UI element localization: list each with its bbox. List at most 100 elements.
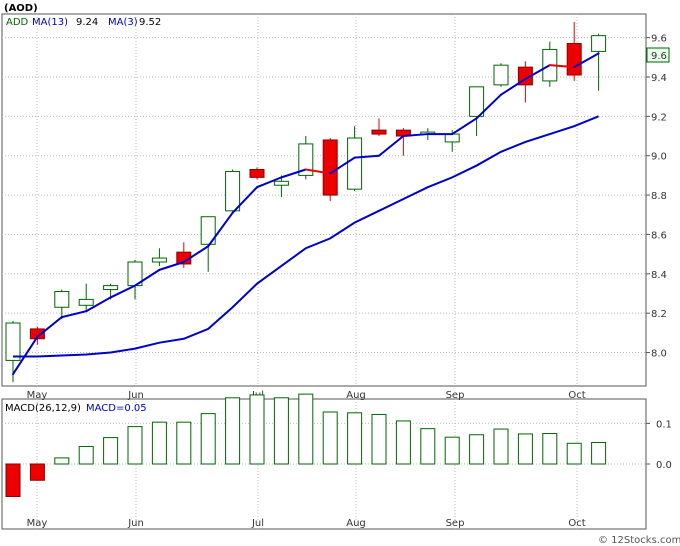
candle-body xyxy=(347,137,363,190)
macd-bar xyxy=(151,421,167,465)
macd-bar xyxy=(395,420,411,465)
ma3-line-segment xyxy=(573,52,600,69)
last-price-tag-box xyxy=(646,47,670,63)
candle-body xyxy=(5,322,21,361)
price-x-tick-label: Oct xyxy=(568,390,585,401)
ma3-line-segment xyxy=(548,64,576,69)
macd-bar xyxy=(347,412,363,465)
ma3-line-segment xyxy=(378,135,405,157)
macd-x-tick-label: Oct xyxy=(568,518,585,529)
price-x-tick-label: Sep xyxy=(446,390,465,401)
price-y-tick-label: 8.6 xyxy=(651,230,667,241)
price-y-axis: 8.0 8.2 8.4 8.6 8.8 9.0 9.2 9.4 9.6 xyxy=(646,34,667,360)
price-x-tick-label: Jun xyxy=(127,390,144,401)
legend-symbol: ADD xyxy=(6,17,29,28)
ma3-line-segment xyxy=(36,316,63,338)
price-y-tick-label: 9.2 xyxy=(651,112,667,123)
candle-body xyxy=(298,143,314,176)
ma3-line-segment xyxy=(451,117,478,136)
candle-body xyxy=(54,291,70,308)
ma3-line-segment xyxy=(60,310,88,319)
macd-bar xyxy=(444,436,460,465)
macd-y-tick-label: 0.1 xyxy=(656,419,672,430)
price-y-tick-label: 9.6 xyxy=(651,34,667,45)
ma3-line-segment xyxy=(231,186,258,214)
macd-x-tick-label: Jun xyxy=(127,518,144,529)
ma3-line-segment xyxy=(256,176,283,189)
price-y-tick-label: 8.0 xyxy=(651,349,667,360)
ma3-line-segment xyxy=(134,268,161,287)
macd-bar xyxy=(225,397,241,465)
price-x-tick-label: Aug xyxy=(346,390,366,401)
price-panel-frame xyxy=(1,13,647,387)
macd-bar xyxy=(249,394,265,465)
ma3-line-segment xyxy=(524,64,551,80)
macd-bar xyxy=(127,426,143,465)
macd-bar xyxy=(176,421,192,465)
legend-ma13-label: MA(13) xyxy=(32,17,68,28)
candle-body xyxy=(371,129,387,135)
macd-bar xyxy=(420,428,436,465)
last-price-tag: 9.6 xyxy=(651,51,667,62)
candle-body xyxy=(591,35,607,52)
price-y-tick-label: 9.4 xyxy=(651,73,667,84)
ma13-line xyxy=(13,115,599,358)
ma3-line-segment xyxy=(182,245,210,263)
legend-ma13-value: 9.24 xyxy=(76,17,98,28)
watermark: © 12Stocks.com xyxy=(598,535,680,546)
macd-y-axis: 0.0 0.1 xyxy=(646,419,672,471)
macd-x-tick-label: Jul xyxy=(251,518,264,529)
macd-x-tick-label: May xyxy=(27,518,48,529)
macd-bar xyxy=(469,434,485,465)
price-y-tick-label: 8.8 xyxy=(651,191,667,202)
macd-bar xyxy=(54,457,70,465)
ma3-line-segment xyxy=(85,296,112,313)
ma3-line-segment xyxy=(304,168,332,175)
macd-bar xyxy=(371,413,387,465)
candle-body xyxy=(200,216,216,245)
macd-bar xyxy=(200,413,216,465)
ma3-line-segment xyxy=(207,211,234,248)
macd-bar xyxy=(273,397,289,465)
legend-ma3-label: MA(3) xyxy=(108,17,138,28)
candle-body xyxy=(29,328,45,340)
macd-histogram xyxy=(5,393,607,497)
candle-body xyxy=(444,133,460,143)
price-y-tick-label: 8.2 xyxy=(651,309,667,320)
candlestick-series xyxy=(5,21,607,383)
ma3-line-segment xyxy=(109,284,136,299)
candle-body xyxy=(493,64,509,86)
ma3-line-segment xyxy=(329,156,356,175)
macd-x-tick-label: Aug xyxy=(346,518,366,529)
candle-body xyxy=(469,86,485,117)
macd-bar xyxy=(566,442,582,465)
candle-body xyxy=(78,298,94,306)
macd-bar xyxy=(517,433,533,465)
ma3-line-segment xyxy=(402,133,429,138)
ma3-line-segment xyxy=(475,93,502,120)
candle-body xyxy=(273,180,289,186)
chart-title: (AOD) xyxy=(4,3,38,14)
price-y-tick-label: 9.0 xyxy=(651,152,667,163)
candle-body xyxy=(249,168,265,178)
candle-body xyxy=(566,43,582,76)
macd-bar xyxy=(542,433,558,465)
macd-bar xyxy=(298,393,314,465)
macd-y-tick-label: 0.0 xyxy=(656,460,672,471)
candle-body xyxy=(225,170,241,212)
ma3-line-segment xyxy=(353,154,380,159)
moving-average-lines xyxy=(12,52,600,376)
macd-bar xyxy=(5,463,21,497)
macd-x-tick-label: Sep xyxy=(446,518,465,529)
candle-body xyxy=(103,285,119,291)
macd-bar xyxy=(493,428,509,465)
candle-body xyxy=(322,139,338,196)
price-y-tick-label: 8.4 xyxy=(651,270,667,281)
macd-bar xyxy=(29,463,45,481)
macd-bar xyxy=(591,441,607,465)
macd-label: MACD(26,12,9) xyxy=(5,403,81,414)
legend-ma3-value: 9.52 xyxy=(139,17,161,28)
ma3-line-segment xyxy=(280,168,307,179)
